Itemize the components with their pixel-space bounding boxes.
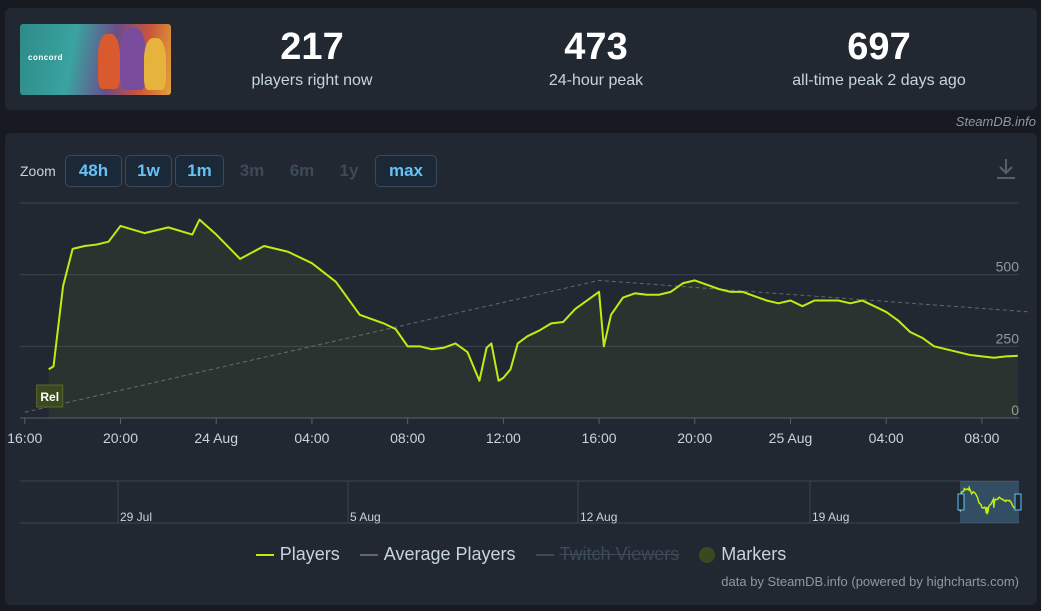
x-tick-label: 12:00: [486, 430, 521, 446]
zoom-button-max[interactable]: max: [375, 155, 437, 187]
players-chart[interactable]: 0 250 500 16:00 20:00 24 Aug 04:00 08:00 12:00 16…: [5, 133, 1037, 605]
zoom-button-3m: 3m: [239, 161, 265, 180]
game-capsule-image[interactable]: concord: [20, 24, 171, 95]
x-tick-label: 04:00: [869, 430, 904, 446]
zoom-button-1m[interactable]: 1m: [175, 155, 224, 187]
y-tick-label: 500: [996, 259, 1020, 275]
release-marker-label: Rel: [40, 390, 59, 404]
x-tick-label: 08:00: [964, 430, 999, 446]
legend-label: Players: [279, 544, 340, 564]
navigator-right-handle[interactable]: [1014, 493, 1022, 511]
download-icon[interactable]: [995, 157, 1017, 186]
stat-current-players: 217 players right now: [192, 26, 432, 90]
navigator-tick-label: 29 Jul: [120, 510, 152, 524]
legend-label: Twitch Viewers: [559, 544, 680, 564]
peak-24h-value: 473: [564, 26, 628, 68]
y-tick-label: 250: [996, 330, 1020, 346]
release-marker-flag[interactable]: [36, 384, 64, 408]
highcharts-credit[interactable]: data by SteamDB.info (powered by highcha…: [721, 574, 1019, 589]
players-line[interactable]: [48, 218, 1018, 382]
navigator-tick-label: 12 Aug: [580, 510, 617, 524]
x-tick-label: 16:00: [582, 430, 617, 446]
y-tick-label: 0: [1011, 402, 1019, 418]
navigator-series-line: [959, 485, 1020, 516]
legend-swatch: [699, 547, 716, 564]
current-players-value: 217: [280, 26, 344, 68]
legend-item-twitch-viewers[interactable]: Twitch Viewers: [535, 544, 680, 565]
current-players-label: players right now: [251, 72, 373, 89]
stat-all-time-peak: 697 all-time peak 2 days ago: [759, 26, 999, 90]
chart-legend: Players Average Players Twitch Viewers Mark…: [5, 544, 1037, 565]
all-time-peak-label: all-time peak 2 days ago: [792, 72, 966, 89]
x-tick-label: 08:00: [390, 430, 425, 446]
legend-swatch: [359, 554, 378, 557]
x-tick-label: 16:00: [7, 430, 42, 446]
x-tick-label: 25 Aug: [769, 430, 813, 446]
average-players-line: [24, 279, 1030, 413]
peak-24h-label: 24-hour peak: [548, 72, 644, 89]
legend-label: Markers: [721, 544, 787, 564]
zoom-button-1y: 1y: [339, 161, 359, 180]
zoom-button-1w[interactable]: 1w: [125, 155, 172, 187]
x-tick-label: 24 Aug: [194, 430, 238, 446]
legend-swatch: [255, 554, 274, 557]
legend-item-average-players[interactable]: Average Players: [359, 544, 516, 565]
zoom-button-48h[interactable]: 48h: [65, 155, 122, 187]
zoom-button-6m: 6m: [289, 161, 315, 180]
legend-item-players[interactable]: Players: [255, 544, 340, 565]
navigator-left-handle[interactable]: [957, 493, 965, 511]
navigator-tick-label: 19 Aug: [812, 510, 849, 524]
x-tick-label: 20:00: [103, 430, 138, 446]
navigator-tick-label: 5 Aug: [350, 510, 381, 524]
players-area: [48, 219, 1018, 418]
x-tick-label: 04:00: [294, 430, 329, 446]
stats-panel: concord 217 players right now 473 24-hou…: [5, 8, 1037, 110]
zoom-label: Zoom: [20, 163, 56, 179]
stat-24h-peak: 473 24-hour peak: [476, 26, 716, 90]
all-time-peak-value: 697: [847, 26, 911, 68]
legend-item-markers[interactable]: Markers: [699, 544, 786, 565]
capsule-logo-text: concord: [28, 53, 64, 62]
x-tick-label: 20:00: [677, 430, 712, 446]
steamdb-credit[interactable]: SteamDB.info: [955, 114, 1036, 129]
legend-swatch: [535, 554, 554, 557]
legend-label: Average Players: [383, 544, 516, 564]
